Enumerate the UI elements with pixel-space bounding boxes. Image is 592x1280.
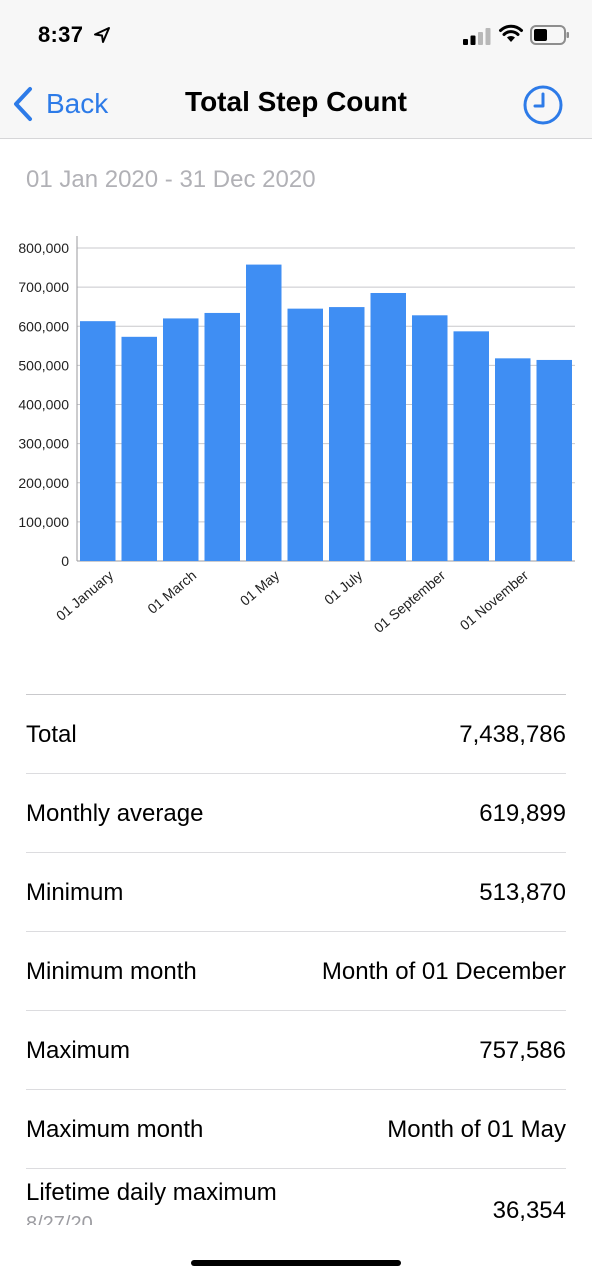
bar-jul <box>329 307 365 561</box>
navigation-bar: Back Total Step Count <box>0 70 592 139</box>
chevron-left-icon <box>14 87 32 121</box>
status-time: 8:37 <box>38 22 84 47</box>
cellular-signal-icon <box>463 28 491 45</box>
bar-feb <box>121 336 157 561</box>
y-tick-label: 300,000 <box>18 436 69 452</box>
stat-row-maximum: Maximum 757,586 <box>26 1011 566 1090</box>
bottom-safe-area <box>0 1225 592 1280</box>
history-clock-icon[interactable] <box>522 84 564 126</box>
y-tick-label: 400,000 <box>18 397 69 413</box>
bar-jun <box>287 308 323 561</box>
stat-label: Lifetime daily maximum <box>26 1179 277 1206</box>
stat-label: Minimum month <box>26 958 197 985</box>
date-range: 01 Jan 2020 - 31 Dec 2020 <box>26 166 316 193</box>
stat-value: Month of 01 December <box>321 958 566 985</box>
stat-value: 757,586 <box>479 1037 566 1064</box>
x-tick-label: 01 November <box>457 567 532 633</box>
stat-row-minimum-month: Minimum month Month of 01 December <box>26 932 566 1011</box>
y-tick-label: 500,000 <box>18 357 69 373</box>
stat-value: 619,899 <box>479 800 566 827</box>
stat-label: Minimum <box>26 879 124 906</box>
bar-apr <box>204 312 240 561</box>
home-indicator[interactable] <box>191 1260 401 1266</box>
back-button-label: Back <box>46 88 109 119</box>
stat-row-maximum-month: Maximum month Month of 01 May <box>26 1090 566 1169</box>
stat-label: Monthly average <box>26 800 204 827</box>
stat-value: 7,438,786 <box>459 721 566 748</box>
stat-row-monthly-average: Monthly average 619,899 <box>26 774 566 853</box>
x-tick-label: 01 January <box>53 567 116 624</box>
stat-value: Month of 01 May <box>387 1116 566 1143</box>
stat-value: 513,870 <box>479 879 566 906</box>
y-tick-label: 700,000 <box>18 279 69 295</box>
x-tick-label: 01 March <box>144 567 199 617</box>
stat-value: 36,354 <box>492 1197 566 1224</box>
stat-label: Total <box>26 721 77 748</box>
stat-label: Maximum month <box>26 1116 204 1143</box>
stat-label: Maximum <box>26 1037 131 1064</box>
x-tick-label: 01 May <box>237 567 282 609</box>
stat-row-minimum: Minimum 513,870 <box>26 853 566 932</box>
bar-aug <box>370 292 406 561</box>
y-tick-label: 800,000 <box>18 240 69 256</box>
bar-jan <box>80 321 116 561</box>
x-tick-label: 01 September <box>371 567 449 636</box>
statistics-list: Total 7,438,786 Monthly average 619,899 … <box>26 694 566 1249</box>
wifi-icon <box>499 24 523 42</box>
bar-sep <box>412 315 448 561</box>
bar-nov <box>495 358 531 561</box>
back-button[interactable]: Back <box>12 84 108 124</box>
location-arrow-icon <box>94 27 110 43</box>
bar-mar <box>163 318 199 561</box>
bar-may <box>246 264 282 561</box>
status-bar: 8:37 <box>0 0 592 70</box>
y-tick-label: 0 <box>61 553 69 569</box>
y-tick-label: 100,000 <box>18 514 69 530</box>
x-tick-label: 01 July <box>321 567 365 608</box>
stat-row-total: Total 7,438,786 <box>26 695 566 774</box>
bar-oct <box>453 331 489 561</box>
step-count-bar-chart: 0 100,000 200,000 300,000 400,000 500,000 600,… <box>18 236 575 636</box>
bar-dec <box>536 359 572 561</box>
battery-icon <box>530 25 569 45</box>
y-tick-label: 600,000 <box>18 318 69 334</box>
y-tick-label: 200,000 <box>18 475 69 491</box>
